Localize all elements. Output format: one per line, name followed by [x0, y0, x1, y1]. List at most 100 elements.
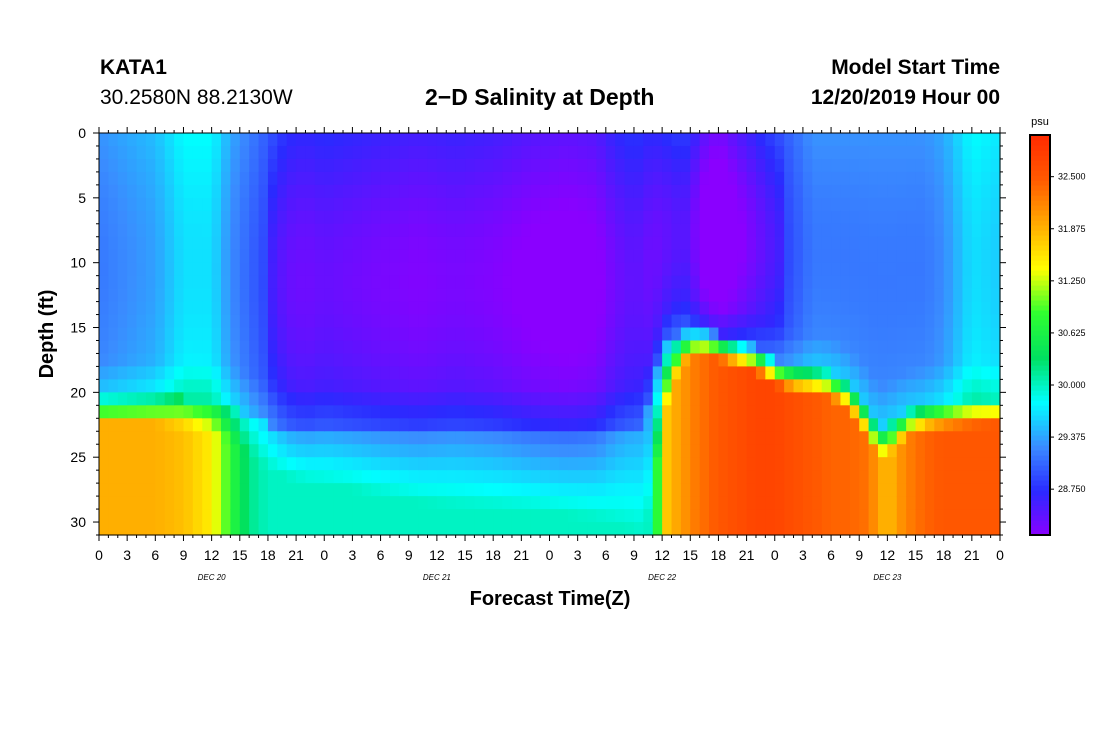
- heatmap-cell: [568, 184, 579, 199]
- heatmap-cell: [821, 171, 832, 186]
- heatmap-cell: [737, 288, 748, 303]
- heatmap-cell: [436, 275, 447, 290]
- x-tick-label: 9: [405, 547, 413, 563]
- heatmap-cell: [990, 145, 1001, 160]
- heatmap-cell: [718, 444, 729, 458]
- heatmap-cell: [267, 470, 278, 484]
- heatmap-cell: [305, 522, 316, 536]
- heatmap-cell: [145, 223, 156, 238]
- heatmap-cell: [915, 327, 926, 342]
- heatmap-cell: [399, 301, 410, 316]
- heatmap-cell: [521, 457, 532, 471]
- heatmap-cell: [784, 418, 795, 432]
- heatmap-cell: [746, 418, 757, 432]
- heatmap-cell: [906, 483, 917, 497]
- heatmap-cell: [906, 249, 917, 264]
- heatmap-cell: [962, 223, 973, 238]
- heatmap-cell: [924, 223, 935, 238]
- heatmap-cell: [737, 457, 748, 471]
- heatmap-cell: [558, 145, 569, 160]
- heatmap-cell: [755, 171, 766, 186]
- heatmap-cell: [709, 210, 720, 225]
- heatmap-cell: [727, 314, 738, 329]
- heatmap-cell: [943, 197, 954, 212]
- heatmap-cell: [605, 314, 616, 329]
- heatmap-cell: [924, 379, 935, 393]
- heatmap-cell: [371, 405, 382, 419]
- heatmap-cell: [521, 340, 532, 355]
- heatmap-cell: [643, 223, 654, 238]
- heatmap-cell: [831, 249, 842, 264]
- heatmap-cell: [840, 145, 851, 160]
- heatmap-cell: [643, 184, 654, 199]
- heatmap-cell: [784, 509, 795, 523]
- heatmap-cell: [577, 470, 588, 484]
- heatmap-cell: [221, 431, 231, 445]
- heatmap-cell: [211, 496, 222, 510]
- heatmap-cell: [202, 327, 213, 342]
- heatmap-cell: [136, 366, 147, 380]
- heatmap-cell: [915, 457, 926, 471]
- heatmap-cell: [549, 145, 560, 160]
- heatmap-cell: [709, 197, 720, 212]
- heatmap-cell: [465, 133, 476, 147]
- heatmap-cell: [981, 418, 992, 432]
- heatmap-cell: [530, 288, 541, 303]
- heatmap-cell: [465, 262, 476, 277]
- x-tick-label: 3: [123, 547, 131, 563]
- heatmap-cell: [305, 184, 316, 199]
- heatmap-cell: [924, 184, 935, 199]
- heatmap-cell: [155, 145, 166, 160]
- heatmap-cell: [192, 340, 203, 355]
- heatmap-cell: [343, 262, 354, 277]
- heatmap-cell: [258, 262, 269, 277]
- heatmap-cell: [305, 158, 316, 173]
- heatmap-cell: [849, 509, 860, 523]
- heatmap-cell: [249, 522, 260, 536]
- heatmap-cell: [971, 470, 982, 484]
- y-axis-label: Depth (ft): [36, 290, 58, 379]
- heatmap-cell: [709, 223, 720, 238]
- heatmap-cell: [258, 301, 269, 316]
- heatmap-cell: [108, 171, 119, 186]
- heatmap-cell: [727, 262, 738, 277]
- heatmap-cell: [671, 133, 682, 147]
- heatmap-cell: [99, 262, 109, 277]
- heatmap-cell: [981, 353, 992, 368]
- heatmap-cell: [192, 509, 203, 523]
- heatmap-cell: [737, 275, 748, 290]
- heatmap-cell: [793, 522, 804, 536]
- heatmap-cell: [493, 288, 504, 303]
- heatmap-cell: [953, 509, 964, 523]
- heatmap-cell: [521, 145, 532, 160]
- heatmap-cell: [568, 405, 579, 419]
- heatmap-cell: [652, 133, 663, 147]
- heatmap-cell: [568, 262, 579, 277]
- heatmap-cell: [502, 340, 513, 355]
- heatmap-cell: [258, 327, 269, 342]
- heatmap-cell: [784, 236, 795, 251]
- heatmap-cell: [136, 249, 147, 264]
- heatmap-cell: [427, 184, 438, 199]
- heatmap-cell: [765, 210, 776, 225]
- heatmap-cell: [343, 353, 354, 368]
- heatmap-cell: [784, 288, 795, 303]
- heatmap-cell: [164, 444, 175, 458]
- heatmap-cell: [493, 158, 504, 173]
- heatmap-cell: [652, 236, 663, 251]
- heatmap-cell: [849, 184, 860, 199]
- heatmap-cell: [465, 158, 476, 173]
- heatmap-cell: [164, 197, 175, 212]
- heatmap-cell: [155, 314, 166, 329]
- heatmap-cell: [202, 496, 213, 510]
- heatmap-cell: [230, 418, 241, 432]
- heatmap-cell: [192, 210, 203, 225]
- heatmap-cell: [221, 340, 231, 355]
- heatmap-cell: [652, 249, 663, 264]
- heatmap-cell: [183, 340, 194, 355]
- heatmap-cell: [211, 431, 222, 445]
- heatmap-cell: [840, 301, 851, 316]
- heatmap-cell: [136, 353, 147, 368]
- heatmap-cell: [643, 418, 654, 432]
- heatmap-cell: [221, 314, 231, 329]
